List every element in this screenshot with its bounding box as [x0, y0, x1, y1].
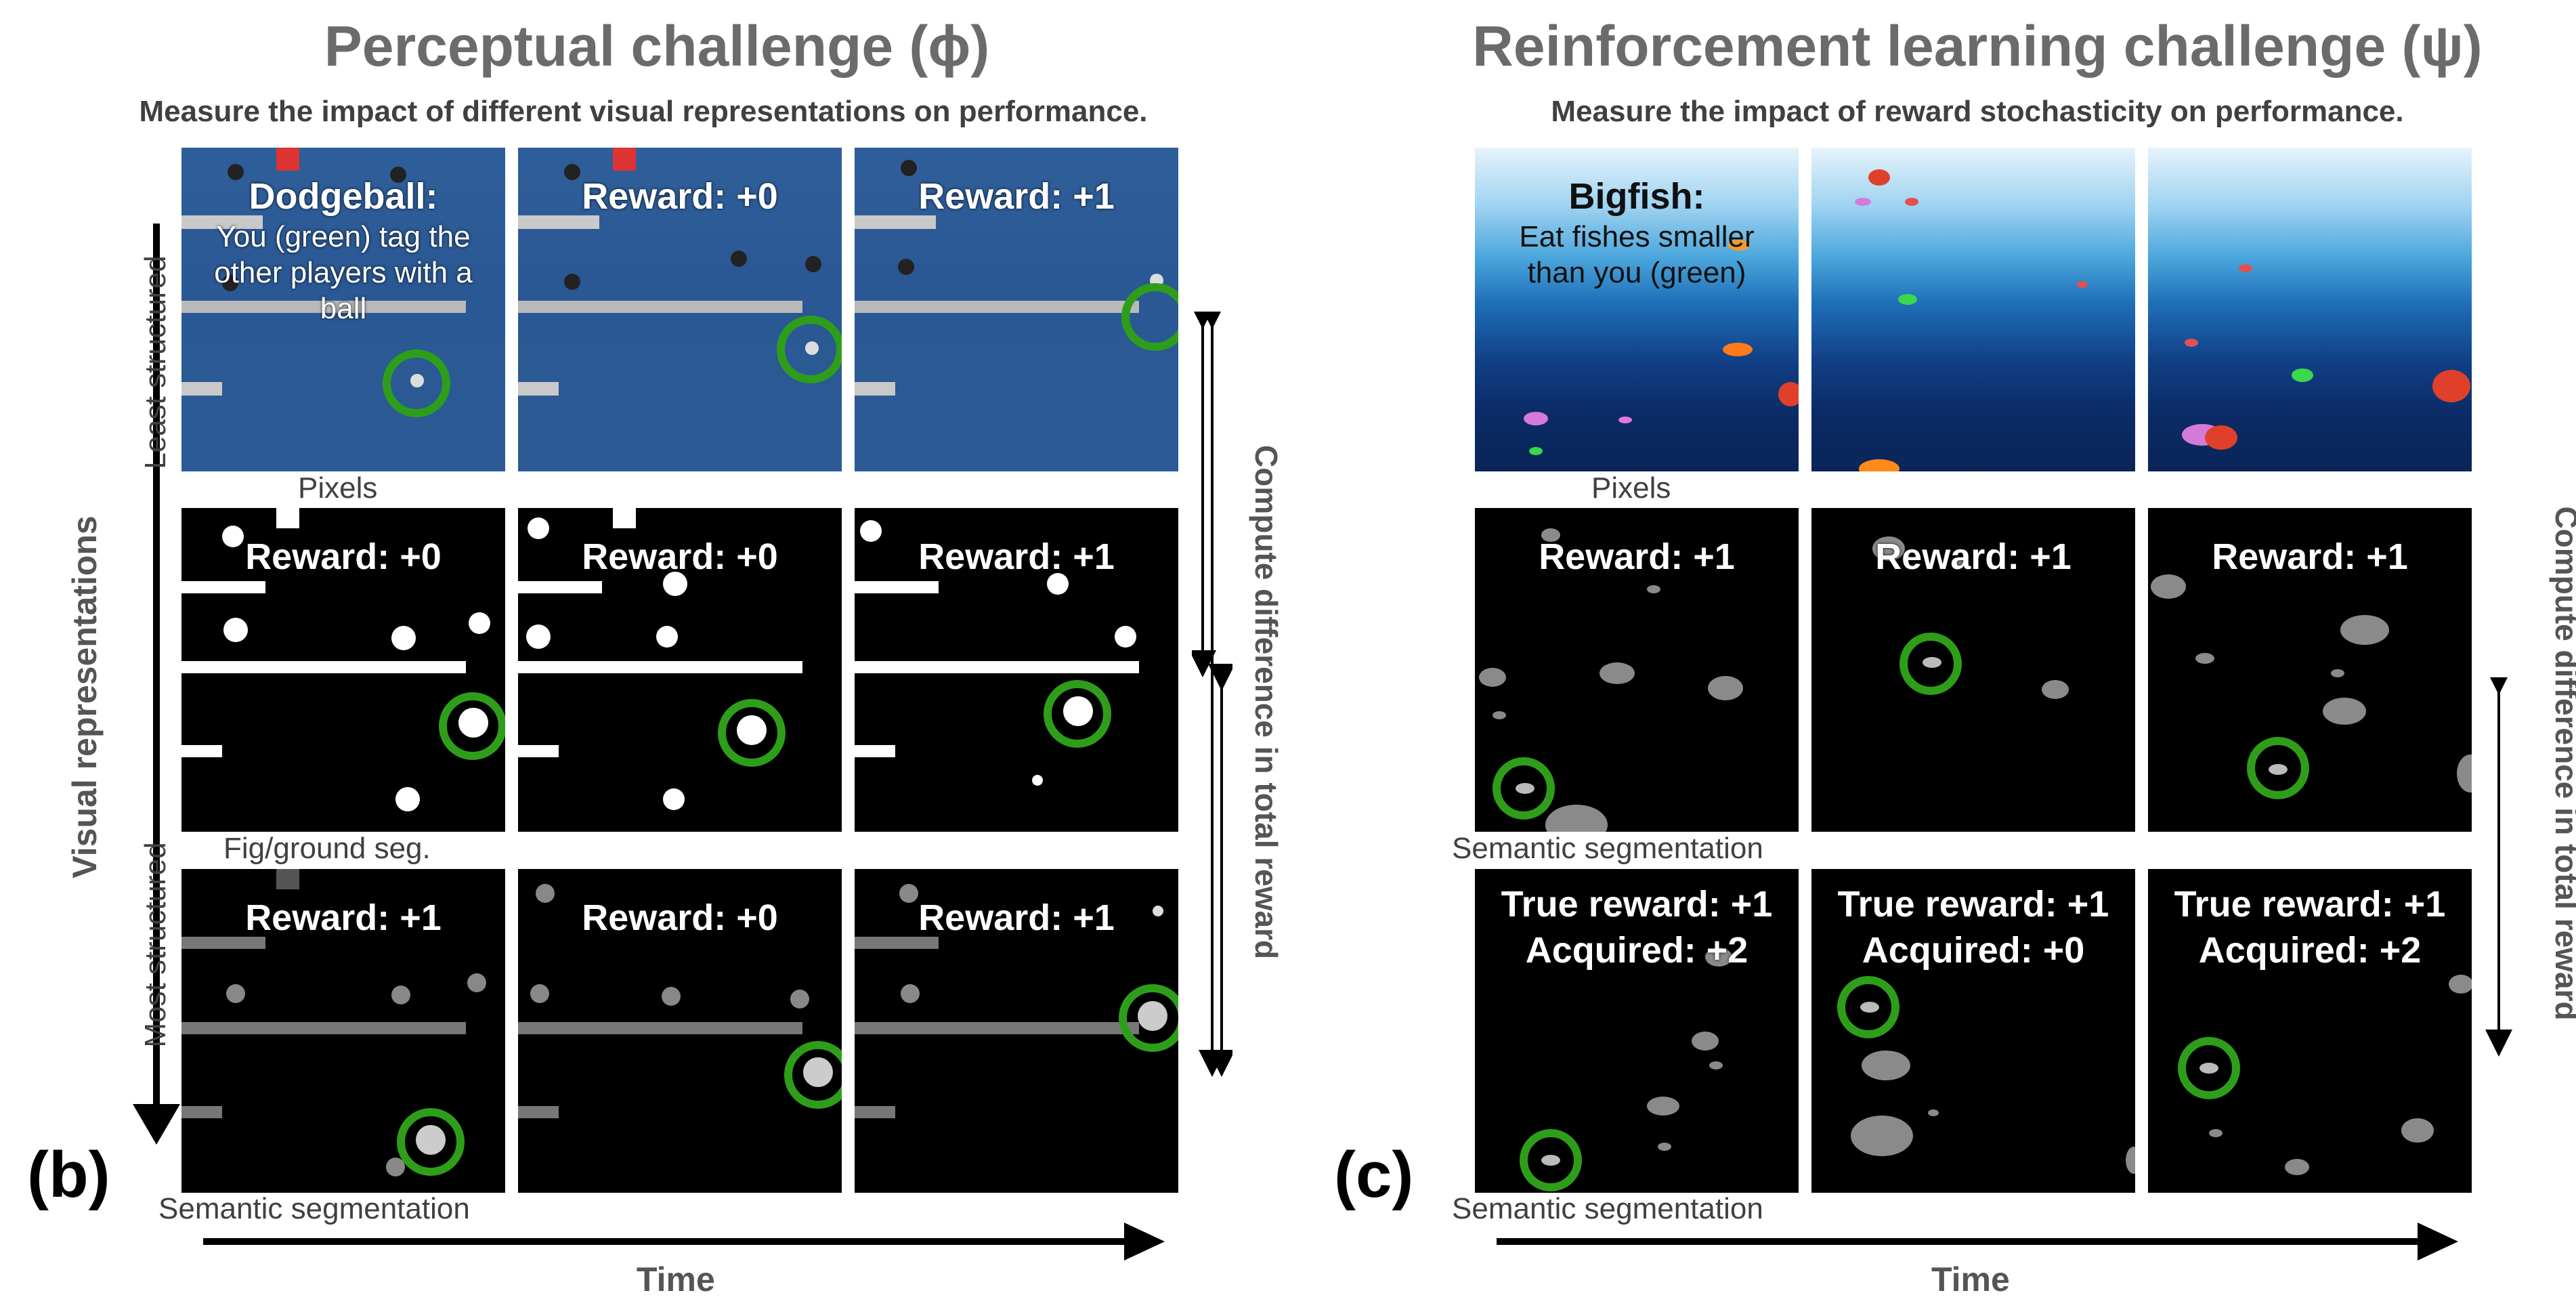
y-axis-label: Visual representations [66, 515, 104, 878]
row-label-semantic-right-2: Semantic segmentation [1452, 1192, 1763, 1225]
row-label-figground: Fig/ground seg. [223, 832, 431, 865]
bigfish-semantic-t1: Reward: +1 [1475, 508, 1799, 832]
reward-label: Reward: +1 [918, 536, 1115, 577]
row-label-semantic: Semantic segmentation [158, 1192, 470, 1225]
reward-label: Reward: +1 [918, 897, 1115, 938]
row-label-pixels: Pixels [298, 471, 378, 505]
least-structured-label: Least structured [139, 255, 172, 469]
reward-label: Reward: +0 [582, 536, 778, 577]
reward-label: Reward: +1 [1875, 536, 2071, 577]
bigfish-stochastic-t3: True reward: +1 Acquired: +2 [2148, 869, 2472, 1193]
time-arrow [203, 1238, 1131, 1245]
time-arrow [1497, 1238, 2424, 1245]
time-arrowhead [2418, 1223, 2458, 1260]
compute-difference-arrows [1192, 312, 1232, 1077]
panel-letter-c: (c) [1334, 1139, 1414, 1211]
right-subtitle: Measure the impact of reward stochastici… [1551, 95, 2404, 128]
most-structured-label: Most structured [139, 842, 172, 1048]
reward-label: Reward: +1 [2212, 536, 2408, 577]
dodgeball-semantic-t1: Reward: +1 [181, 869, 505, 1193]
bigfish-stochastic-t1: True reward: +1 Acquired: +2 [1475, 869, 1799, 1193]
true-reward-label: True reward: +1 [1837, 884, 2109, 925]
bigfish-pixels-t1: Bigfish: Eat fishes smaller than you (gr… [1475, 148, 1799, 471]
bigfish-description: Eat fishes smaller than you (green) [1519, 220, 1755, 289]
reward-label: Reward: +0 [582, 897, 778, 938]
true-reward-label: True reward: +1 [2174, 884, 2446, 925]
reward-label: Reward: +0 [582, 176, 778, 217]
bigfish-header: Bigfish: [1568, 176, 1705, 217]
reward-label: Reward: +1 [245, 897, 442, 938]
visual-representations-arrow [153, 224, 160, 1124]
left-subtitle: Measure the impact of different visual r… [139, 95, 1148, 128]
visual-representations-arrowhead [133, 1104, 180, 1145]
left-title: Perceptual challenge (ϕ) [324, 14, 990, 78]
true-reward-label: True reward: +1 [1501, 884, 1773, 925]
bigfish-pixels-t2 [1811, 148, 2135, 471]
reward-label: Reward: +1 [918, 176, 1115, 217]
dodgeball-pixels-t1: Dodgeball: You (green) tag the other pla… [181, 148, 505, 471]
time-label: Time [1931, 1260, 2010, 1298]
bigfish-stochastic-t2: True reward: +1 Acquired: +0 [1811, 869, 2135, 1193]
dodgeball-pixels-t2: Reward: +0 [518, 148, 842, 471]
dodgeball-description: You (green) tag the other players with a… [214, 220, 473, 325]
panel-letter-b: (b) [27, 1139, 110, 1211]
acquired-label: Acquired: +0 [1862, 930, 2085, 971]
dodgeball-header: Dodgeball: [249, 176, 438, 217]
row-label-pixels-right: Pixels [1591, 471, 1671, 505]
dodgeball-semantic-t3: Reward: +1 [855, 869, 1178, 1193]
dodgeball-figground-t1: Reward: +0 [181, 508, 505, 832]
dodgeball-pixels-t3: Reward: +1 [855, 148, 1178, 471]
right-right-axis-label: Compute difference in total reward [2549, 506, 2576, 1021]
left-right-axis-label: Compute difference in total reward [1249, 445, 1284, 960]
row-label-semantic-right-1: Semantic segmentation [1452, 832, 1763, 865]
dodgeball-semantic-t2: Reward: +0 [518, 869, 842, 1193]
bigfish-semantic-t3: Reward: +1 [2148, 508, 2472, 832]
bigfish-pixels-t3 [2148, 148, 2472, 471]
acquired-label: Acquired: +2 [1525, 930, 1748, 971]
time-label: Time [637, 1260, 715, 1298]
bigfish-semantic-t2: Reward: +1 [1811, 508, 2135, 832]
reward-label: Reward: +1 [1539, 536, 1735, 577]
time-arrowhead [1124, 1223, 1165, 1260]
acquired-label: Acquired: +2 [2198, 930, 2422, 971]
reward-label: Reward: +0 [245, 536, 442, 577]
right-title: Reinforcement learning challenge (ψ) [1472, 14, 2483, 78]
dodgeball-figground-t3: Reward: +1 [855, 508, 1178, 832]
right-compute-difference-arrow [2485, 677, 2512, 1057]
dodgeball-figground-t2: Reward: +0 [518, 508, 842, 832]
